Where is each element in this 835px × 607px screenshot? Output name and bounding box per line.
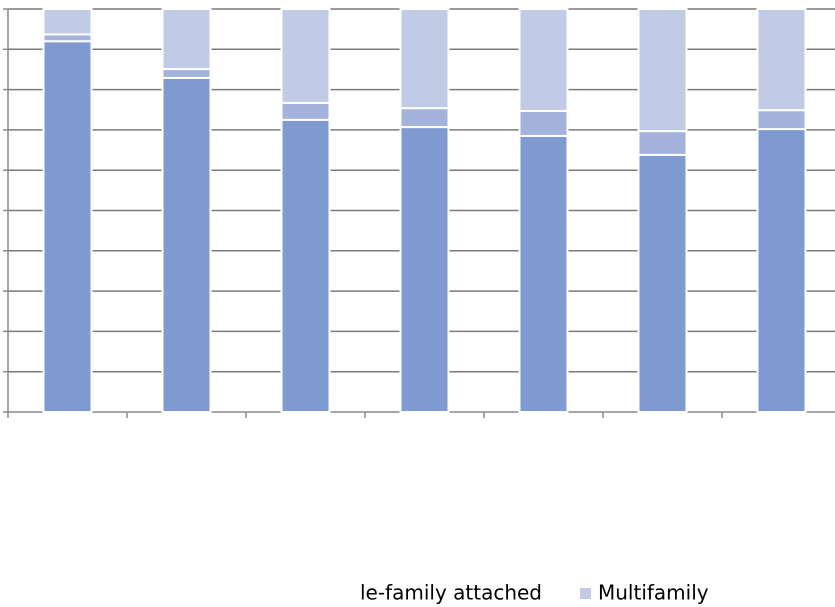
bar-segment: [756, 128, 807, 413]
bar-segment: [161, 8, 212, 71]
bar-segment: [42, 40, 93, 414]
bar-segment: [42, 8, 93, 36]
bar-segment: [518, 109, 569, 137]
legend-label: le-family attached: [360, 581, 542, 605]
bar-segment: [280, 8, 331, 104]
bar-segment: [756, 109, 807, 131]
bar-segment: [399, 126, 450, 413]
bar-segment: [518, 134, 569, 413]
bar-segment: [637, 153, 688, 414]
bar-segment: [756, 8, 807, 112]
bar-segment: [399, 8, 450, 110]
legend-label: Multifamily: [598, 581, 709, 605]
bar-segment: [42, 33, 93, 43]
bar-segment: [399, 107, 450, 129]
bar-segment: [161, 76, 212, 414]
bar-segment: [280, 118, 331, 413]
bar-segment: [280, 101, 331, 121]
bar-segment: [161, 68, 212, 79]
bar-segment: [637, 8, 688, 133]
bar-segment: [637, 130, 688, 156]
bar-segment: [518, 8, 569, 112]
legend-swatch: [580, 588, 591, 599]
